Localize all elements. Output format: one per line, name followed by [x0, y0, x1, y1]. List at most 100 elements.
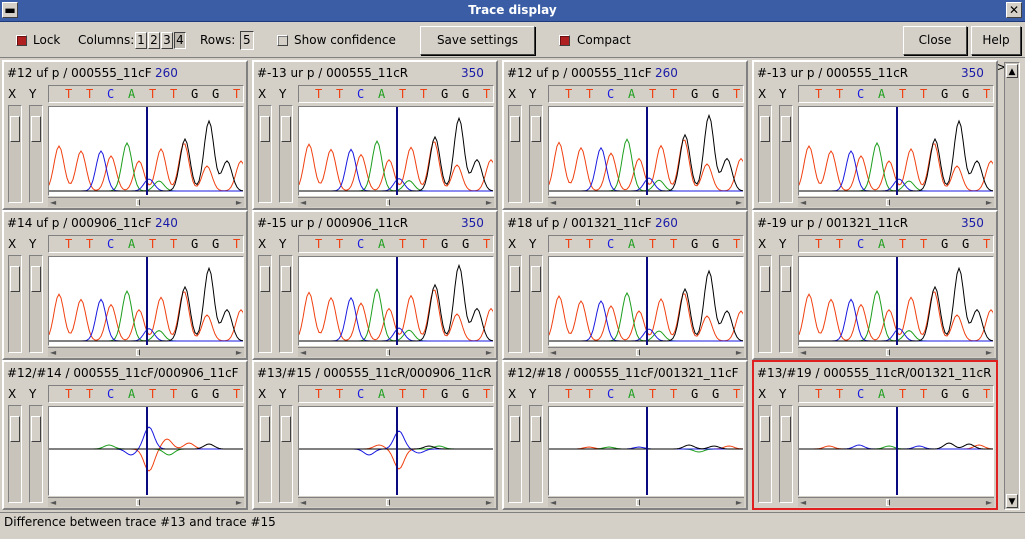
- y-zoom-slider[interactable]: [29, 255, 43, 353]
- trace-horizontal-scrollbar[interactable]: ◄ ►: [798, 347, 994, 357]
- close-button[interactable]: Close: [903, 26, 967, 55]
- scroll-right-icon[interactable]: ►: [985, 198, 992, 207]
- show-confidence-label[interactable]: Show confidence: [294, 33, 396, 47]
- scroll-left-icon[interactable]: ◄: [300, 348, 307, 357]
- scroll-left-icon[interactable]: ◄: [50, 498, 57, 507]
- trace-chromatogram[interactable]: [798, 256, 994, 346]
- trace-horizontal-scrollbar[interactable]: ◄ ►: [798, 197, 994, 207]
- trace-horizontal-scrollbar[interactable]: ◄ ►: [298, 347, 494, 357]
- trace-horizontal-scrollbar[interactable]: ◄ ►: [298, 497, 494, 507]
- trace-chromatogram[interactable]: [48, 256, 244, 346]
- scroll-thumb[interactable]: [386, 199, 390, 206]
- trace-chromatogram[interactable]: [798, 106, 994, 196]
- scroll-left-icon[interactable]: ◄: [550, 198, 557, 207]
- trace-chromatogram[interactable]: [48, 406, 244, 496]
- trace-chromatogram[interactable]: [548, 256, 744, 346]
- scroll-thumb[interactable]: [136, 499, 140, 506]
- trace-chromatogram[interactable]: [298, 406, 494, 496]
- y-zoom-slider[interactable]: [279, 405, 293, 503]
- lock-checkbox[interactable]: [16, 35, 27, 46]
- y-zoom-slider[interactable]: [779, 405, 793, 503]
- trace-horizontal-scrollbar[interactable]: ◄ ►: [298, 197, 494, 207]
- scroll-right-icon[interactable]: ►: [735, 198, 742, 207]
- scroll-left-icon[interactable]: ◄: [800, 198, 807, 207]
- columns-option-2[interactable]: 2: [148, 32, 160, 49]
- trace-horizontal-scrollbar[interactable]: ◄ ►: [48, 497, 244, 507]
- x-zoom-slider[interactable]: [508, 105, 522, 203]
- x-zoom-slider[interactable]: [758, 405, 772, 503]
- scroll-right-icon[interactable]: ►: [985, 348, 992, 357]
- scroll-thumb[interactable]: [636, 199, 640, 206]
- scroll-up-icon[interactable]: ▲: [1006, 64, 1018, 78]
- trace-chromatogram[interactable]: [298, 256, 494, 346]
- compact-label[interactable]: Compact: [577, 33, 631, 47]
- x-zoom-slider[interactable]: [508, 255, 522, 353]
- scroll-right-icon[interactable]: ►: [485, 198, 492, 207]
- scroll-right-icon[interactable]: ►: [485, 348, 492, 357]
- scroll-thumb[interactable]: [636, 499, 640, 506]
- scroll-right-icon[interactable]: ►: [985, 498, 992, 507]
- scroll-thumb[interactable]: [886, 349, 890, 356]
- columns-option-4[interactable]: 4: [174, 32, 186, 49]
- x-zoom-slider[interactable]: [758, 255, 772, 353]
- x-zoom-slider[interactable]: [508, 405, 522, 503]
- trace-chromatogram[interactable]: [548, 106, 744, 196]
- title-bar[interactable]: ▬ Trace display ✕: [0, 0, 1025, 22]
- scroll-left-icon[interactable]: ◄: [300, 498, 307, 507]
- y-zoom-slider[interactable]: [29, 105, 43, 203]
- columns-option-3[interactable]: 3: [161, 32, 173, 49]
- x-zoom-slider[interactable]: [8, 405, 22, 503]
- y-zoom-slider[interactable]: [279, 105, 293, 203]
- trace-horizontal-scrollbar[interactable]: ◄ ►: [798, 497, 994, 507]
- y-zoom-slider[interactable]: [29, 405, 43, 503]
- scroll-thumb[interactable]: [136, 349, 140, 356]
- x-zoom-slider[interactable]: [258, 105, 272, 203]
- scroll-left-icon[interactable]: ◄: [300, 198, 307, 207]
- y-zoom-slider[interactable]: [529, 255, 543, 353]
- scroll-right-icon[interactable]: ►: [235, 198, 242, 207]
- x-zoom-slider[interactable]: [258, 405, 272, 503]
- scroll-left-icon[interactable]: ◄: [800, 498, 807, 507]
- scroll-thumb[interactable]: [886, 199, 890, 206]
- trace-horizontal-scrollbar[interactable]: ◄ ►: [548, 197, 744, 207]
- scroll-thumb[interactable]: [386, 349, 390, 356]
- scroll-thumb[interactable]: [886, 499, 890, 506]
- scroll-left-icon[interactable]: ◄: [550, 498, 557, 507]
- scroll-right-icon[interactable]: ►: [235, 348, 242, 357]
- scroll-left-icon[interactable]: ◄: [50, 198, 57, 207]
- scroll-thumb[interactable]: [136, 199, 140, 206]
- trace-horizontal-scrollbar[interactable]: ◄ ►: [48, 347, 244, 357]
- save-settings-button[interactable]: Save settings: [420, 26, 535, 55]
- scroll-down-icon[interactable]: ▼: [1006, 494, 1018, 508]
- y-zoom-slider[interactable]: [529, 405, 543, 503]
- show-confidence-checkbox[interactable]: [277, 35, 288, 46]
- close-icon[interactable]: ✕: [1006, 2, 1022, 18]
- rows-input[interactable]: 5: [240, 31, 254, 50]
- scroll-left-icon[interactable]: ◄: [50, 348, 57, 357]
- columns-option-1[interactable]: 1: [135, 32, 147, 49]
- scroll-right-icon[interactable]: ►: [735, 348, 742, 357]
- window-menu-icon[interactable]: ▬: [2, 2, 18, 18]
- y-zoom-slider[interactable]: [529, 105, 543, 203]
- trace-horizontal-scrollbar[interactable]: ◄ ►: [48, 197, 244, 207]
- y-zoom-slider[interactable]: [779, 105, 793, 203]
- scroll-left-icon[interactable]: ◄: [800, 348, 807, 357]
- scroll-left-icon[interactable]: ◄: [550, 348, 557, 357]
- lock-label[interactable]: Lock: [33, 33, 61, 47]
- x-zoom-slider[interactable]: [258, 255, 272, 353]
- trace-chromatogram[interactable]: [798, 406, 994, 496]
- trace-chromatogram[interactable]: [298, 106, 494, 196]
- x-zoom-slider[interactable]: [758, 105, 772, 203]
- main-vertical-scrollbar[interactable]: ▲ ▼: [1004, 62, 1020, 510]
